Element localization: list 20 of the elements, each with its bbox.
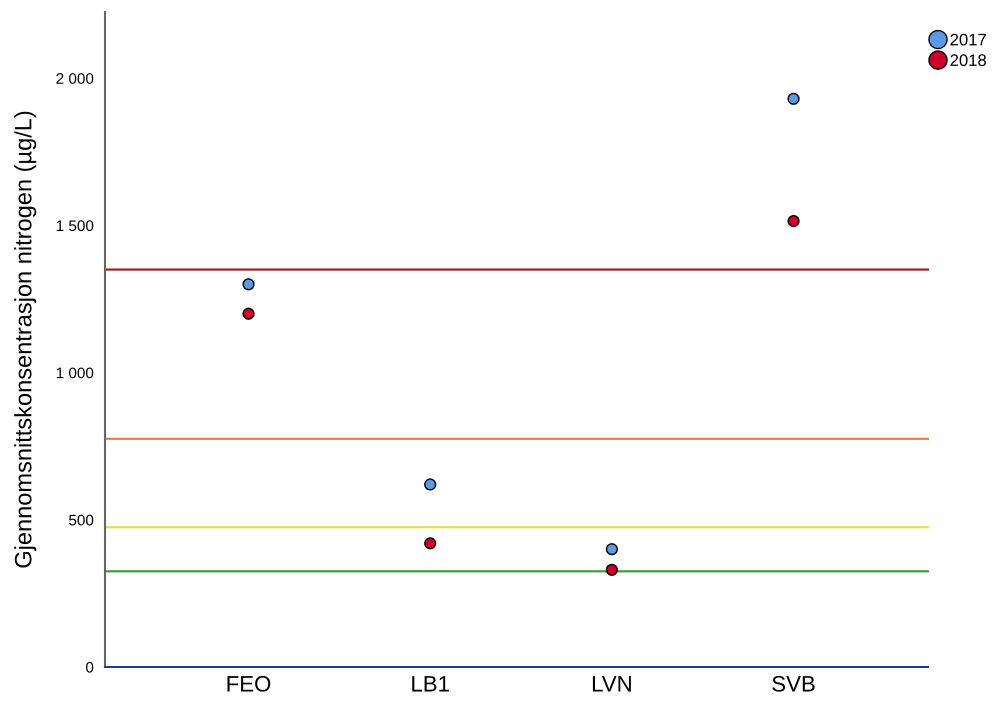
point: [606, 564, 618, 576]
x-tick-label: LVN: [592, 676, 631, 692]
y-axis-title: Gjennomsnittskonsentrasjon nitrogen (µg/L): [14, 112, 36, 568]
y-tick-label: 1 000: [56, 367, 94, 378]
y-tick-label: 2 000: [56, 73, 94, 84]
point: [787, 214, 800, 228]
point: [242, 278, 255, 290]
point: [606, 543, 618, 556]
y-tick-label: 0: [86, 662, 94, 673]
point: [242, 308, 255, 320]
legend-label: 2017: [950, 34, 986, 46]
point: [424, 478, 436, 491]
x-tick-label: FEO: [228, 676, 270, 692]
x-tick-label: LB1: [412, 676, 449, 692]
point: [424, 537, 436, 550]
legend-label: 2018: [950, 54, 986, 66]
x-tick-label: SVB: [772, 676, 815, 692]
y-tick-label: 1 500: [56, 220, 94, 232]
y-tick-label: 500: [69, 514, 94, 526]
point: [787, 92, 800, 105]
